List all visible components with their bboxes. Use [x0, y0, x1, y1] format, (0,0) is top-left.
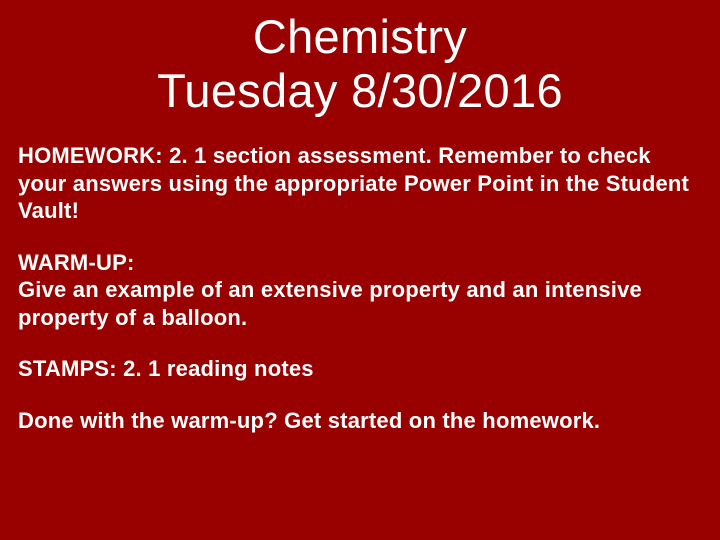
warmup-label: WARM-UP: [18, 249, 702, 277]
footer-paragraph: Done with the warm-up? Get started on th… [18, 407, 702, 435]
slide-title: Chemistry Tuesday 8/30/2016 [14, 10, 706, 118]
homework-paragraph: HOMEWORK: 2. 1 section assessment. Remem… [18, 142, 702, 225]
title-line-2: Tuesday 8/30/2016 [74, 64, 646, 118]
stamps-paragraph: STAMPS: 2. 1 reading notes [18, 355, 702, 383]
warmup-paragraph: WARM-UP: Give an example of an extensive… [18, 249, 702, 332]
title-line-1: Chemistry [74, 10, 646, 64]
slide-body: HOMEWORK: 2. 1 section assessment. Remem… [14, 142, 706, 434]
warmup-text: Give an example of an extensive property… [18, 276, 702, 331]
